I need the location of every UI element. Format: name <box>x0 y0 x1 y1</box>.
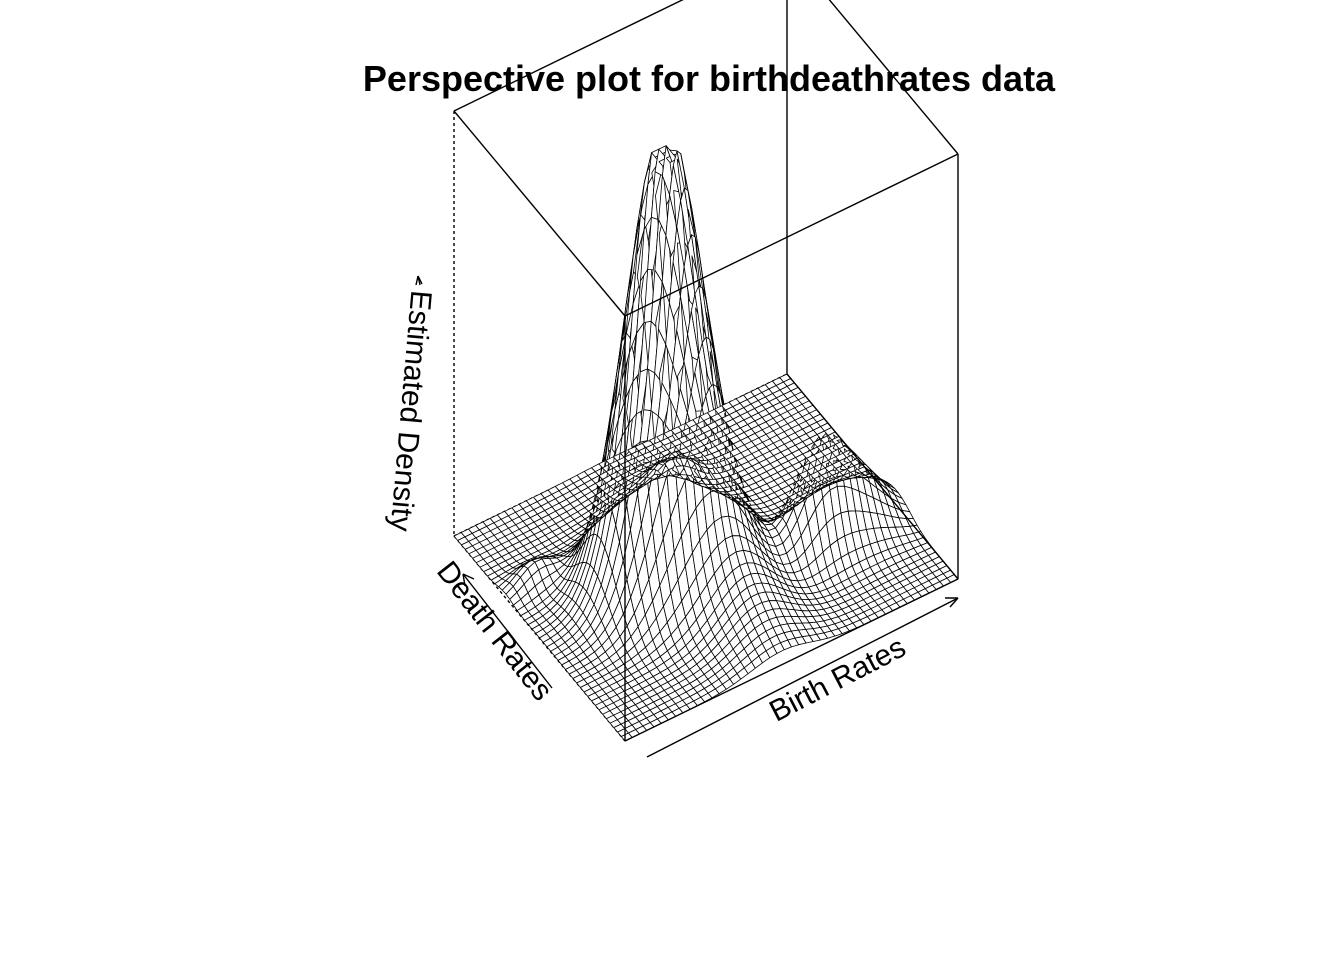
box-front-edges <box>453 0 959 742</box>
box-edge-top-left <box>453 110 626 317</box>
z-axis-label: Estimated Density <box>383 289 437 533</box>
box-edge-floor-right <box>786 373 959 580</box>
box-edge-top-front <box>624 153 959 317</box>
z-axis-arrow <box>415 275 423 286</box>
y-axis-arrow <box>462 573 553 689</box>
surface-mesh <box>453 145 959 742</box>
box-edge-top-right <box>828 0 959 155</box>
chart-title: Perspective plot for birthdeathrates dat… <box>362 58 1056 99</box>
x-axis-arrow <box>646 597 959 758</box>
box-edge-top-back <box>453 0 684 112</box>
box-edge-floor-front <box>624 578 959 742</box>
